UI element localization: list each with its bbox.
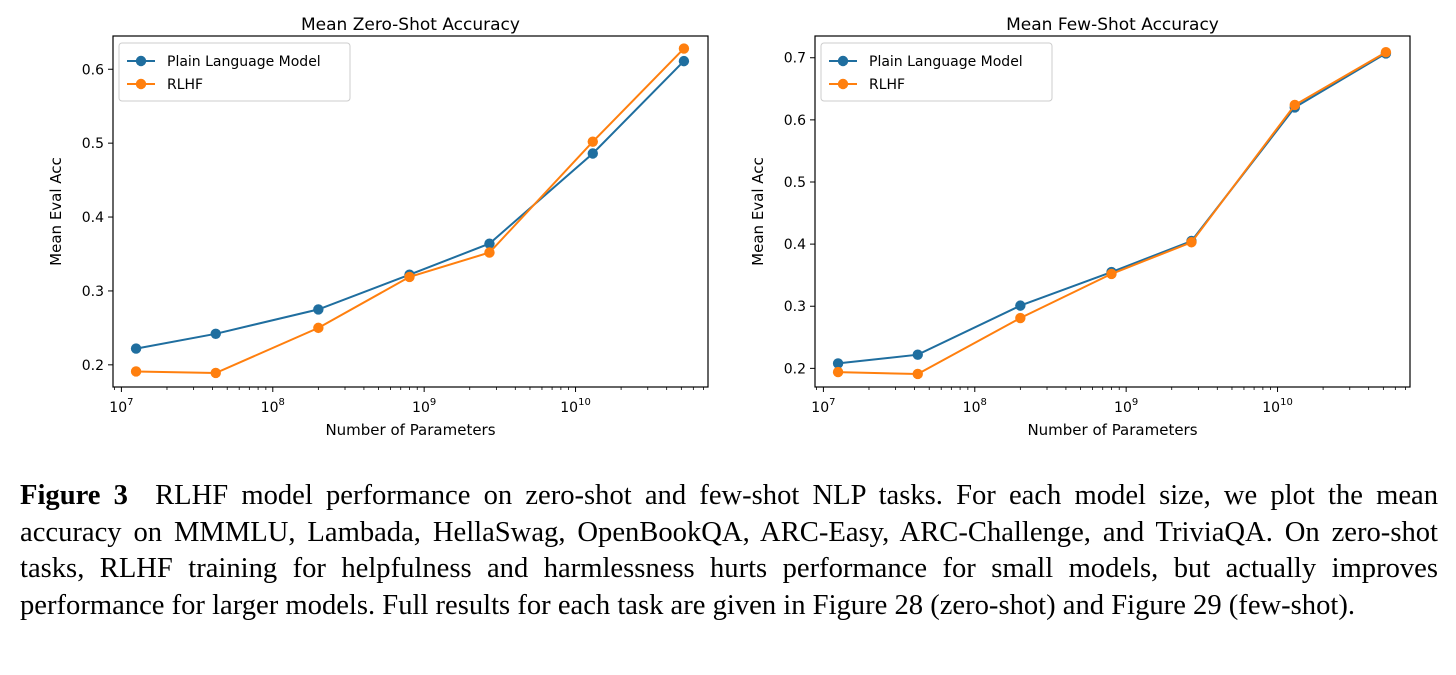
legend-label: Plain Language Model (869, 54, 1023, 70)
figure-caption-text: RLHF model performance on zero-shot and … (20, 480, 1438, 621)
data-point (484, 238, 495, 249)
y-tick-label: 0.5 (784, 175, 806, 191)
data-point (1015, 312, 1026, 324)
data-point (912, 368, 923, 380)
data-point (210, 367, 221, 379)
y-axis-label: Mean Eval Acc (47, 157, 65, 266)
plot-frame (112, 35, 709, 388)
chart-1: Mean Zero-Shot Accuracy 0.2 0.3 0.4 0.5 0.6 10… (47, 15, 709, 439)
legend-label: RLHF (167, 77, 203, 93)
data-point (404, 271, 415, 283)
data-point (912, 349, 923, 360)
data-point (678, 43, 690, 54)
legend-box (820, 42, 1053, 102)
y-tick-label: 0.3 (784, 299, 806, 315)
data-point (678, 55, 690, 67)
y-tick-label: 0.2 (82, 358, 104, 374)
legend-marker (135, 55, 147, 67)
figure-caption: Figure 3 RLHF model performance on zero-… (20, 478, 1438, 624)
series-line-1 (135, 60, 685, 350)
data-point (484, 247, 495, 258)
legend-marker (837, 78, 849, 90)
data-point (1106, 268, 1117, 280)
legend: Plain Language Model RLHF (118, 42, 351, 102)
x-tick-label: 108 (261, 397, 285, 416)
y-tick-label: 0.6 (784, 113, 806, 129)
data-point (1186, 237, 1197, 248)
y-tick-label: 0.7 (784, 51, 806, 67)
data-point (1015, 300, 1026, 311)
y-tick-label: 0.6 (82, 62, 104, 78)
data-point (130, 366, 142, 377)
legend-box (118, 42, 351, 102)
x-tick-label: 1010 (1262, 397, 1293, 416)
y-tick-label: 0.4 (82, 210, 104, 226)
x-axis-label: Number of Parameters (325, 421, 495, 439)
data-point (832, 358, 844, 369)
x-tick-label: 109 (412, 397, 436, 416)
data-point (313, 322, 324, 334)
data-point (1289, 99, 1300, 111)
figure-label: Figure 3 (20, 480, 128, 511)
x-tick-label: 108 (963, 397, 987, 416)
y-tick-label: 0.3 (82, 284, 104, 300)
x-tick-label: 107 (109, 397, 133, 416)
y-axis-label: Mean Eval Acc (749, 157, 767, 266)
data-point (587, 148, 598, 159)
y-tick-label: 0.4 (784, 237, 806, 253)
data-point (587, 136, 598, 147)
x-tick-label: 109 (1114, 397, 1138, 416)
legend-label: Plain Language Model (167, 54, 321, 70)
data-point (130, 343, 142, 354)
x-tick-label: 1010 (560, 397, 591, 416)
data-point (1380, 46, 1392, 58)
chart-title: Mean Few-Shot Accuracy (1006, 15, 1219, 35)
legend-marker (837, 55, 849, 67)
legend: Plain Language Model RLHF (820, 42, 1053, 102)
data-point (313, 304, 324, 315)
figure-charts: Mean Zero-Shot Accuracy 0.2 0.3 0.4 0.5 0.6 10… (47, 15, 1411, 439)
y-tick-label: 0.5 (82, 136, 104, 152)
chart-title: Mean Zero-Shot Accuracy (301, 15, 520, 35)
y-tick-label: 0.2 (784, 361, 806, 377)
legend-label: RLHF (869, 77, 905, 93)
x-axis-label: Number of Parameters (1027, 421, 1197, 439)
x-tick-label: 107 (811, 397, 835, 416)
legend-marker (135, 78, 147, 90)
data-point (210, 328, 221, 339)
chart-2: Mean Few-Shot Accuracy 0.2 0.3 0.4 0.5 0.6 0.7… (749, 15, 1411, 439)
data-point (832, 366, 844, 378)
plot-frame (814, 35, 1411, 388)
